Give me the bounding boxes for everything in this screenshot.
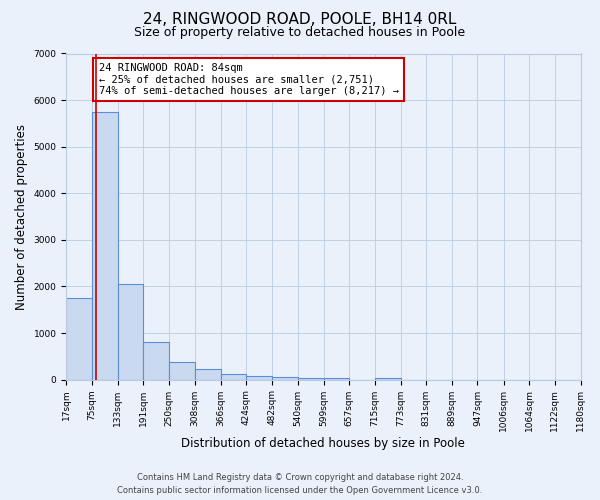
Bar	[246, 376, 272, 380]
Text: Size of property relative to detached houses in Poole: Size of property relative to detached ho…	[134, 26, 466, 39]
Text: Contains HM Land Registry data © Crown copyright and database right 2024.
Contai: Contains HM Land Registry data © Crown c…	[118, 473, 482, 495]
Bar	[195, 370, 221, 380]
Bar	[323, 378, 349, 380]
Bar	[169, 362, 195, 380]
Text: 24 RINGWOOD ROAD: 84sqm
← 25% of detached houses are smaller (2,751)
74% of semi: 24 RINGWOOD ROAD: 84sqm ← 25% of detache…	[98, 63, 398, 96]
Text: 24, RINGWOOD ROAD, POOLE, BH14 0RL: 24, RINGWOOD ROAD, POOLE, BH14 0RL	[143, 12, 457, 28]
Bar	[92, 112, 118, 380]
X-axis label: Distribution of detached houses by size in Poole: Distribution of detached houses by size …	[181, 437, 466, 450]
Bar	[375, 378, 401, 380]
Bar	[272, 377, 298, 380]
Bar	[66, 298, 92, 380]
Bar	[298, 378, 323, 380]
Bar	[118, 284, 143, 380]
Bar	[143, 342, 169, 380]
Y-axis label: Number of detached properties: Number of detached properties	[15, 124, 28, 310]
Bar	[221, 374, 246, 380]
